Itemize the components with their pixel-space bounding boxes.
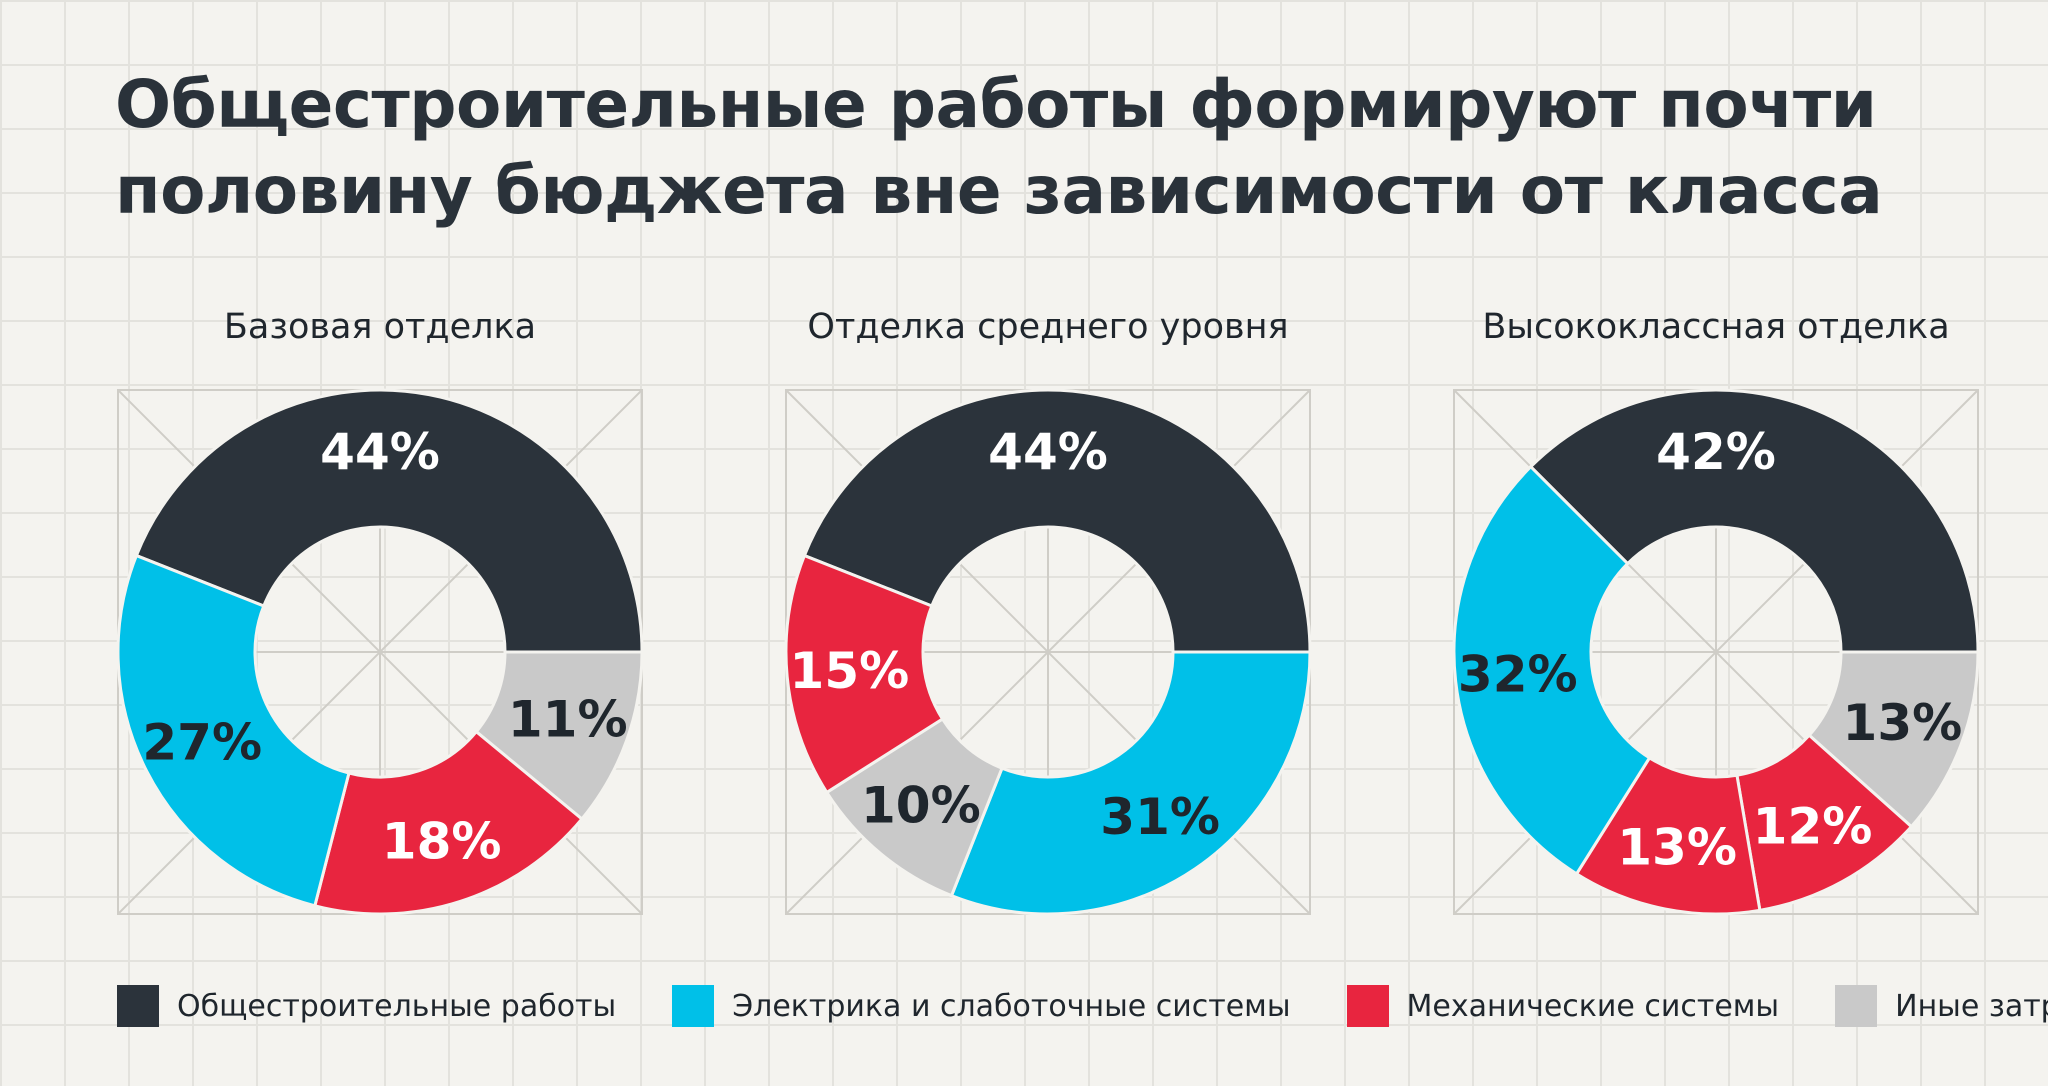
donut-segment-electrical xyxy=(1452,464,1652,876)
data-label: 44% xyxy=(988,423,1108,481)
data-label: 31% xyxy=(1100,788,1220,846)
legend-item-general-construction: Общестроительные работы xyxy=(117,985,616,1027)
legend-label: Механические системы xyxy=(1406,988,1780,1024)
data-label: 10% xyxy=(861,777,981,835)
legend-item-electrical: Электрика и слаботочные системы xyxy=(672,985,1291,1027)
page-title: Общестроительные работы формируют почти … xyxy=(115,66,1883,229)
data-label: 11% xyxy=(508,691,628,749)
data-label: 12% xyxy=(1753,798,1873,856)
data-label: 18% xyxy=(382,813,502,871)
data-label: 13% xyxy=(1843,694,1963,752)
legend-label: Электрика и слаботочные системы xyxy=(732,988,1291,1024)
legend-swatch xyxy=(117,985,159,1027)
legend-swatch xyxy=(1346,985,1389,1027)
donut-segment-other xyxy=(1807,650,1980,829)
legend-item-mechanical: Механические системы xyxy=(1346,985,1780,1027)
legend-label: Общестроительные работы xyxy=(177,988,617,1024)
chart-title: Базовая отделка xyxy=(224,307,536,347)
legend-item-other: Иные затраты xyxy=(1835,985,2048,1027)
donut-segment-mechanical xyxy=(784,553,945,795)
donut-segment-general-construction xyxy=(134,388,644,654)
legend-swatch xyxy=(1835,985,1878,1027)
donut-chart: Высококлассная отделка 42% 13% 12% 13% 32% xyxy=(1452,307,1980,916)
donut-segment-general-construction xyxy=(1528,388,1980,654)
donut-segment-electrical xyxy=(949,650,1312,916)
donut-segment-general-construction xyxy=(802,388,1312,654)
donut-chart: Базовая отделка 44% 11% 18% 27% xyxy=(116,307,644,916)
legend: Общестроительные работы Электрика и слаб… xyxy=(117,985,2048,1027)
legend-label: Иные затраты xyxy=(1895,988,2048,1024)
legend-swatch xyxy=(672,985,715,1027)
data-label: 42% xyxy=(1656,423,1776,481)
data-label: 32% xyxy=(1458,645,1578,703)
data-label: 15% xyxy=(790,642,910,700)
donut-segment-mechanical xyxy=(1574,755,1762,916)
data-label: 27% xyxy=(142,714,262,772)
data-label: 44% xyxy=(320,423,440,481)
chart-title: Отделка среднего уровня xyxy=(807,307,1288,347)
donut-segment-mechanical xyxy=(313,729,584,916)
donut-segment-electrical xyxy=(116,553,351,908)
data-label: 13% xyxy=(1617,819,1737,877)
donut-chart: Отделка среднего уровня 44% 31% 10% 15% xyxy=(784,307,1312,916)
chart-title: Высококлассная отделка xyxy=(1482,307,1949,347)
